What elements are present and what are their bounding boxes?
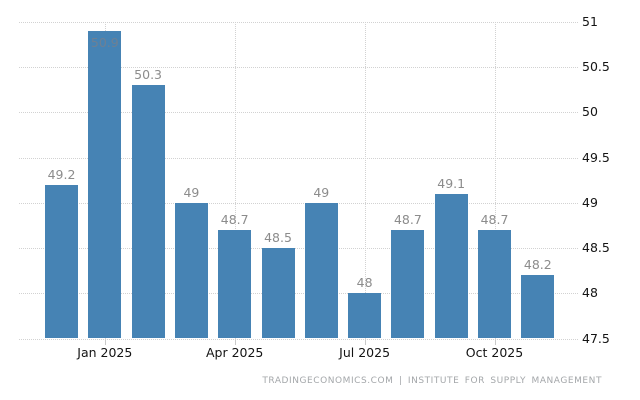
y-axis-tick-label: 49.5 bbox=[582, 149, 610, 165]
v-gridline bbox=[234, 22, 236, 339]
bar[interactable] bbox=[391, 229, 425, 339]
bar-value-label: 48.7 bbox=[480, 211, 509, 227]
bar-value-label: 49.2 bbox=[47, 166, 76, 182]
x-axis-tick-label: Apr 2025 bbox=[205, 345, 264, 360]
v-gridline bbox=[364, 22, 366, 339]
bar[interactable] bbox=[131, 85, 165, 339]
y-axis-tick-label: 50 bbox=[582, 104, 598, 120]
bar[interactable] bbox=[434, 193, 468, 339]
bar-value-label: 48.7 bbox=[393, 211, 422, 227]
bar-value-label: 49 bbox=[313, 184, 330, 200]
bar-value-label: 48 bbox=[356, 275, 373, 291]
bar[interactable] bbox=[348, 293, 382, 339]
bar[interactable] bbox=[218, 229, 252, 339]
h-gridline bbox=[19, 112, 578, 114]
bar-value-label: 50.9 bbox=[90, 35, 119, 51]
x-axis-tick-label: Jul 2025 bbox=[339, 345, 391, 360]
x-axis-tick-mark bbox=[104, 339, 106, 345]
bar[interactable] bbox=[261, 248, 295, 339]
y-axis-tick-label: 48.5 bbox=[582, 240, 610, 256]
bar-value-label: 49.1 bbox=[437, 175, 466, 191]
h-gridline bbox=[19, 202, 578, 204]
x-axis-tick-mark bbox=[364, 339, 366, 345]
bar[interactable] bbox=[304, 202, 338, 339]
h-gridline bbox=[19, 22, 578, 23]
h-gridline bbox=[19, 338, 578, 340]
h-gridline bbox=[19, 248, 578, 250]
h-gridline bbox=[19, 67, 578, 69]
y-axis-tick-label: 47.5 bbox=[582, 330, 610, 346]
bar-value-label: 48.2 bbox=[523, 257, 552, 273]
v-gridline bbox=[494, 22, 496, 339]
y-axis-tick-label: 48 bbox=[582, 285, 598, 301]
y-axis-tick-label: 51 bbox=[582, 14, 598, 29]
bar-value-label: 50.3 bbox=[134, 67, 163, 83]
bar-value-label: 48.5 bbox=[264, 230, 292, 246]
x-axis-tick-label: Oct 2025 bbox=[465, 345, 524, 360]
x-axis-tick-label: Jan 2025 bbox=[77, 345, 133, 360]
bar[interactable] bbox=[45, 184, 78, 339]
x-axis-tick-mark bbox=[234, 339, 236, 345]
bar[interactable] bbox=[174, 202, 208, 339]
y-axis-tick-label: 49 bbox=[582, 194, 598, 210]
bar-value-label: 48.7 bbox=[220, 211, 249, 227]
bar[interactable] bbox=[478, 229, 511, 339]
bar[interactable] bbox=[521, 275, 555, 339]
h-gridline bbox=[19, 157, 578, 159]
footer-credit: TRADINGECONOMICS.COM | INSTITUTE FOR SUP… bbox=[262, 376, 602, 386]
y-axis-tick-label: 50.5 bbox=[582, 59, 610, 75]
h-gridline bbox=[19, 293, 578, 295]
x-axis-tick-mark bbox=[494, 339, 496, 345]
bar[interactable] bbox=[88, 31, 122, 339]
bar-value-label: 49 bbox=[183, 184, 200, 200]
